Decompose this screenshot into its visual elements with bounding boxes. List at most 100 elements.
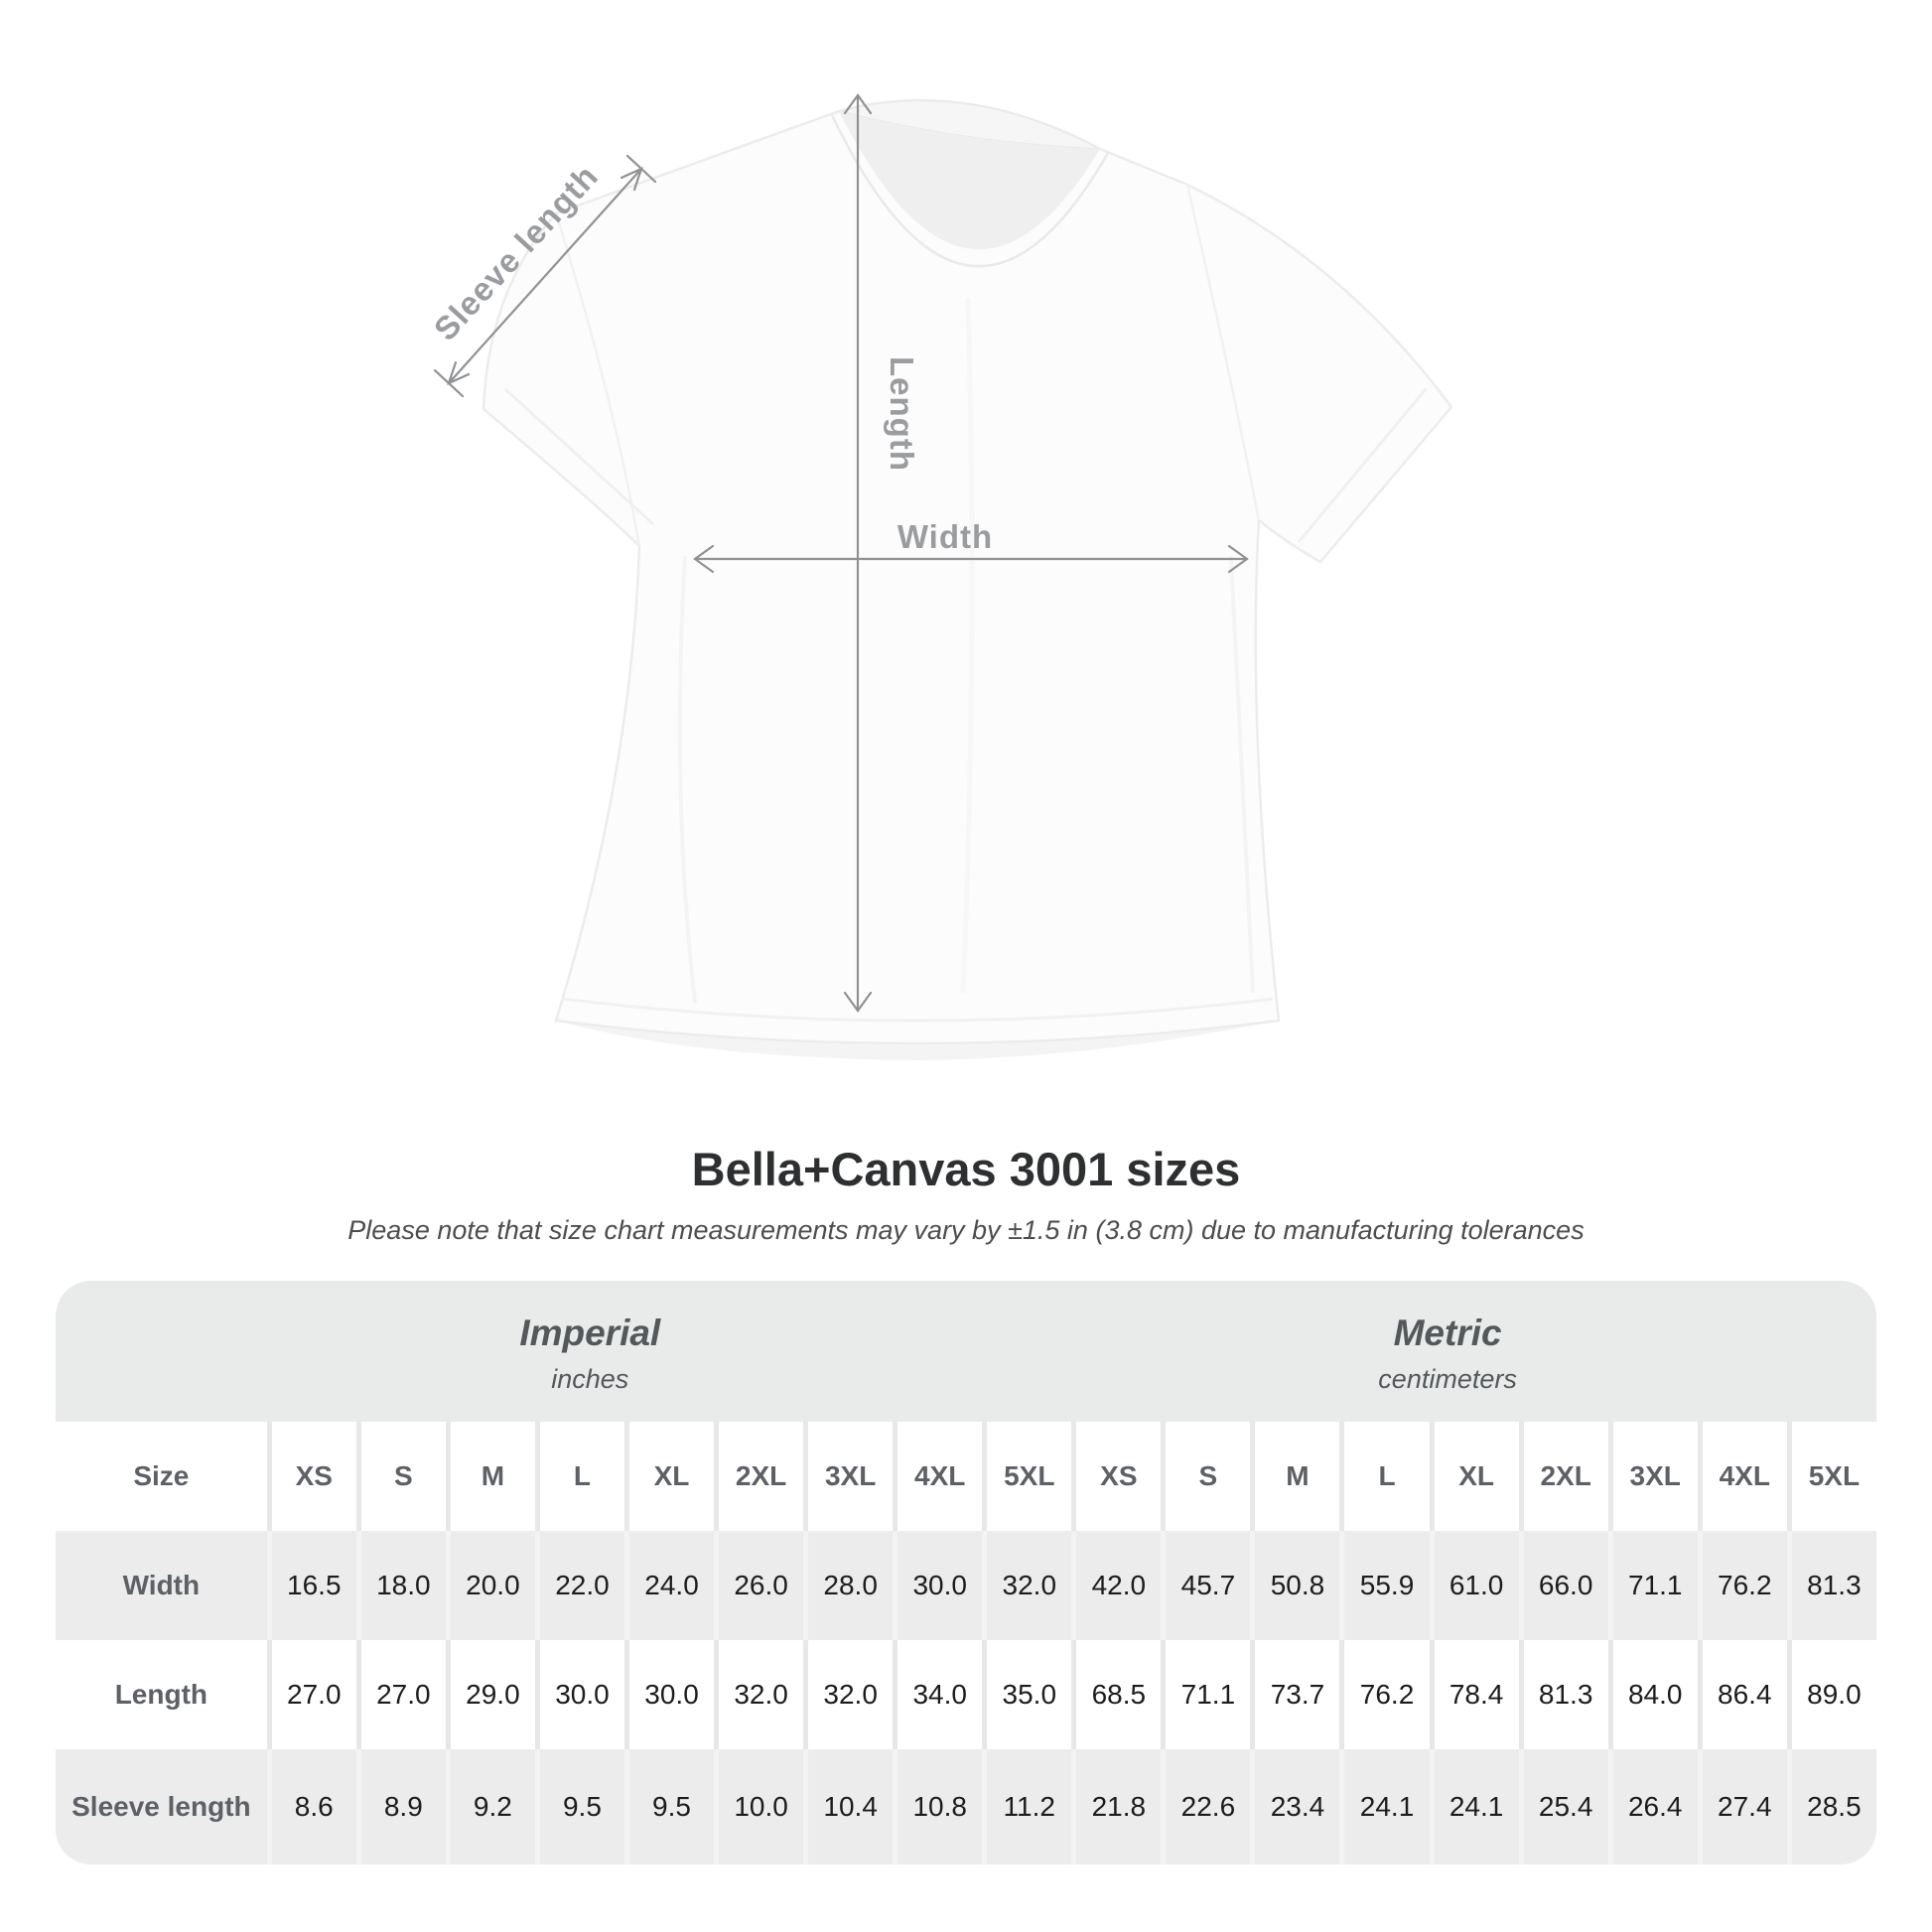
- measurement-cell: 81.3: [1518, 1640, 1608, 1749]
- row-label: Width: [56, 1531, 267, 1640]
- measurement-cell: 35.0: [982, 1640, 1072, 1749]
- size-header-row: Size XS S M L XL 2XL 3XL 4XL 5XL XS S M …: [56, 1422, 1876, 1531]
- arrowhead-left-icon: [693, 544, 715, 574]
- measurement-cell: 71.1: [1607, 1531, 1698, 1640]
- measurement-cell: 26.4: [1607, 1749, 1698, 1864]
- measurement-cell: 66.0: [1518, 1531, 1608, 1640]
- group-header-spacer: [56, 1281, 161, 1422]
- measurement-cell: 73.7: [1250, 1640, 1340, 1749]
- size-col-header: 4XL: [1697, 1422, 1787, 1531]
- measurement-cell: 78.4: [1429, 1640, 1519, 1749]
- measurement-cell: 89.0: [1786, 1640, 1876, 1749]
- size-col-header: 2XL: [1518, 1422, 1608, 1531]
- measurement-cell: 11.2: [982, 1749, 1072, 1864]
- collar-front-seam: [830, 114, 1110, 268]
- measurement-cell: 10.8: [893, 1749, 983, 1864]
- size-col-header: S: [355, 1422, 446, 1531]
- measurement-cell: 81.3: [1786, 1531, 1876, 1640]
- caption: Bella+Canvas 3001 sizes Please note that…: [0, 1142, 1932, 1246]
- hem-shadow: [556, 1021, 1279, 1060]
- size-col-header: M: [445, 1422, 535, 1531]
- measurement-cell: 27.0: [355, 1640, 446, 1749]
- crease: [960, 297, 975, 994]
- size-col-header: 2XL: [714, 1422, 804, 1531]
- size-col-header: 3XL: [803, 1422, 894, 1531]
- measurement-cell: 45.7: [1161, 1531, 1251, 1640]
- size-col-header: M: [1250, 1422, 1340, 1531]
- size-table: Size XS S M L XL 2XL 3XL 4XL 5XL XS S M …: [56, 1422, 1876, 1864]
- page-subtitle: Please note that size chart measurements…: [347, 1215, 1585, 1245]
- left-cuff-fold: [503, 387, 655, 526]
- imperial-unit: inches: [551, 1364, 629, 1394]
- measurement-cell: 34.0: [893, 1640, 983, 1749]
- measurement-cell: 28.5: [1786, 1749, 1876, 1864]
- measurement-cell: 27.4: [1697, 1749, 1787, 1864]
- hem-stitch: [561, 997, 1274, 1023]
- measurement-cell: 24.0: [623, 1531, 715, 1640]
- measurement-cell: 32.0: [714, 1640, 804, 1749]
- arrowhead-down-icon: [843, 991, 873, 1013]
- sleeve-length-arrow: [447, 167, 643, 385]
- metric-group-header: Metric centimeters: [1019, 1281, 1876, 1422]
- size-header: Size: [56, 1422, 267, 1531]
- sleeve-start-tick: [433, 368, 465, 398]
- measurement-cell: 76.2: [1697, 1531, 1787, 1640]
- measurement-cell: 10.4: [803, 1749, 894, 1864]
- measurement-cell: 61.0: [1429, 1531, 1519, 1640]
- sleeve-end-tick: [625, 154, 657, 184]
- measurement-cell: 25.4: [1518, 1749, 1608, 1864]
- row-label: Length: [56, 1640, 267, 1749]
- crease: [677, 555, 697, 1004]
- size-col-header: XL: [623, 1422, 715, 1531]
- arrowhead-up-icon: [843, 93, 873, 115]
- measurement-cell: 42.0: [1071, 1531, 1162, 1640]
- measurement-cell: 22.0: [534, 1531, 624, 1640]
- size-col-header: 3XL: [1607, 1422, 1698, 1531]
- measurement-cell: 30.0: [623, 1640, 715, 1749]
- size-col-header: L: [534, 1422, 624, 1531]
- measurement-cell: 9.5: [623, 1749, 715, 1864]
- table-row-sleeve-length: Sleeve length 8.6 8.9 9.2 9.5 9.5 10.0 1…: [56, 1749, 1876, 1864]
- measurement-cell: 29.0: [445, 1640, 535, 1749]
- measurement-cell: 76.2: [1339, 1640, 1430, 1749]
- measurement-cell: 21.8: [1071, 1749, 1162, 1864]
- measurement-cell: 23.4: [1250, 1749, 1340, 1864]
- size-col-header: 4XL: [893, 1422, 983, 1531]
- imperial-group-header: Imperial inches: [161, 1281, 1019, 1422]
- measurement-cell: 20.0: [445, 1531, 535, 1640]
- size-col-header: 5XL: [1786, 1422, 1876, 1531]
- imperial-label: Imperial: [519, 1312, 661, 1353]
- length-label: Length: [884, 356, 920, 472]
- table-row-length: Length 27.0 27.0 29.0 30.0 30.0 32.0 32.…: [56, 1640, 1876, 1749]
- arrowhead-right-icon: [1227, 544, 1249, 574]
- measurement-cell: 16.5: [266, 1531, 356, 1640]
- size-col-header: XS: [1071, 1422, 1162, 1531]
- tshirt-illustration: [482, 98, 1453, 1060]
- measurement-cell: 24.1: [1339, 1749, 1430, 1864]
- measurement-cell: 9.2: [445, 1749, 535, 1864]
- size-col-header: L: [1339, 1422, 1430, 1531]
- neck-opening: [839, 111, 1100, 250]
- size-chart-card: Imperial inches Metric centimeters Size …: [56, 1281, 1876, 1864]
- crease: [1229, 555, 1255, 994]
- measurement-cell: 10.0: [714, 1749, 804, 1864]
- tshirt-body: [482, 98, 1453, 1045]
- measurement-cell: 18.0: [355, 1531, 446, 1640]
- row-label: Sleeve length: [56, 1749, 267, 1864]
- measurement-cell: 71.1: [1161, 1640, 1251, 1749]
- right-armhole-seam: [1185, 184, 1261, 521]
- measurement-cell: 68.5: [1071, 1640, 1162, 1749]
- measurement-cell: 50.8: [1250, 1531, 1340, 1640]
- measurement-cell: 32.0: [803, 1640, 894, 1749]
- size-col-header: XS: [266, 1422, 356, 1531]
- measurement-cell: 55.9: [1339, 1531, 1430, 1640]
- measurement-cell: 24.1: [1429, 1749, 1519, 1864]
- width-label: Width: [897, 518, 993, 555]
- measurement-cell: 30.0: [534, 1640, 624, 1749]
- dimension-arrows: [433, 93, 1249, 1013]
- size-col-header: 5XL: [982, 1422, 1072, 1531]
- measurement-cell: 28.0: [803, 1531, 894, 1640]
- size-col-header: S: [1161, 1422, 1251, 1531]
- measurement-cell: 8.9: [355, 1749, 446, 1864]
